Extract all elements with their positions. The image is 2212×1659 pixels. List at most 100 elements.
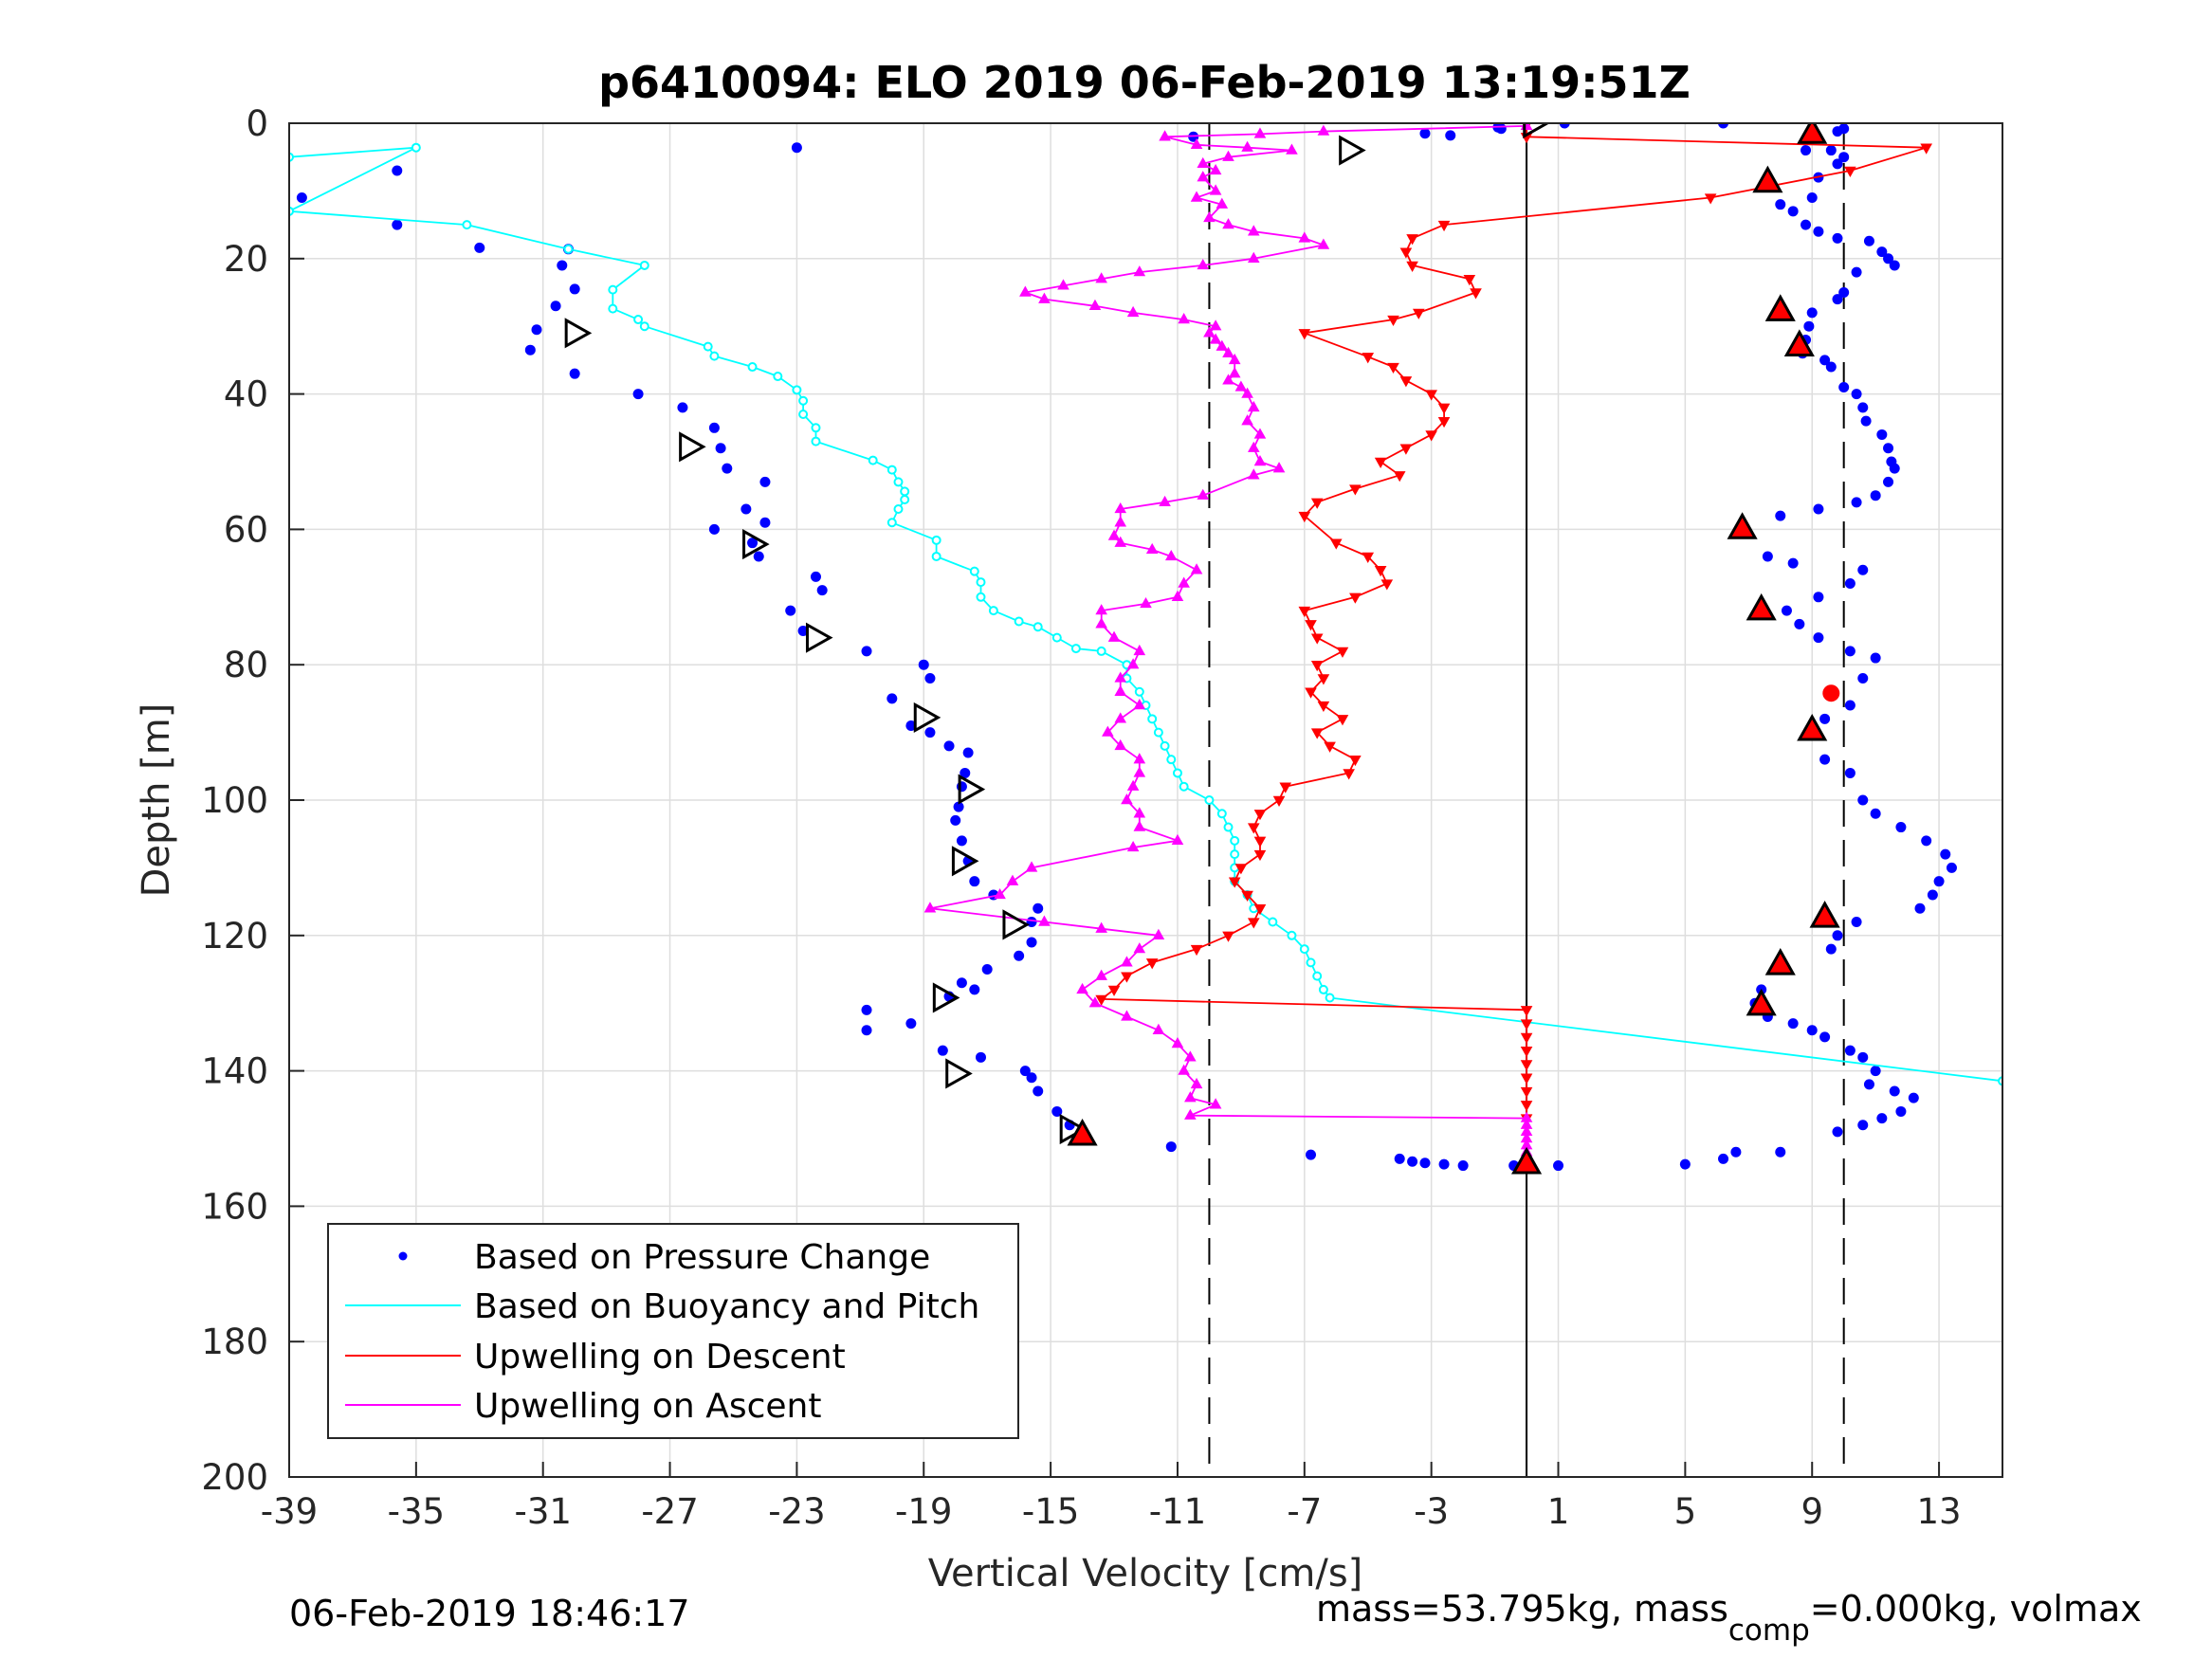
marker-triangle-up (1510, 1146, 1543, 1175)
ascent-upwelling-point (1247, 468, 1260, 480)
y-tick-label: 140 (201, 1051, 268, 1092)
ascent-upwelling-point (1088, 996, 1102, 1008)
marker-triangle-up (1746, 592, 1777, 621)
descent-upwelling-point (1298, 606, 1311, 618)
ascent-upwelling-point (1133, 644, 1146, 656)
descent-upwelling-point (1380, 579, 1394, 591)
ascent-upwelling-point (1126, 305, 1140, 318)
buoyancy-velocity-point (1147, 714, 1158, 724)
ascent-upwelling-point (1184, 1108, 1197, 1120)
x-tick-label: 5 (1674, 1491, 1697, 1532)
pressure-velocity-point (1844, 646, 1856, 657)
ascent-upwelling-point (1317, 124, 1330, 136)
pressure-velocity-point (1819, 1031, 1831, 1043)
ascent-upwelling-point (1203, 326, 1216, 337)
footer-mass-suffix: =0.000kg, volmax (1810, 1588, 2142, 1630)
pressure-velocity-point (1419, 1158, 1431, 1169)
pressure-velocity-point (956, 781, 967, 793)
ascent-upwelling-point (1114, 501, 1127, 514)
pressure-velocity-point (1857, 402, 1869, 413)
buoyancy-velocity-point (1287, 930, 1297, 940)
pressure-velocity-point (569, 368, 580, 379)
pressure-velocity-point (1844, 578, 1856, 590)
descent-upwelling-point (1374, 457, 1387, 468)
descent-upwelling-point (1437, 220, 1451, 232)
pressure-velocity-point (1857, 564, 1869, 575)
pressure-velocity-point (969, 984, 980, 995)
descent-upwelling-point (1520, 1086, 1533, 1099)
y-tick-label: 100 (201, 780, 268, 821)
x-tick-label: -23 (768, 1491, 825, 1532)
legend-label-descent: Upwelling on Descent (474, 1338, 846, 1376)
pressure-velocity-point (1940, 848, 1951, 860)
pressure-velocity-point (1033, 902, 1044, 914)
descent-upwelling-point (1387, 362, 1399, 374)
descent-upwelling-point (1305, 620, 1317, 631)
pressure-velocity-point (918, 659, 929, 670)
pressure-velocity-point (962, 747, 974, 758)
pressure-velocity-point (1806, 307, 1818, 319)
pressure-velocity-point (1832, 126, 1843, 137)
descent-upwelling-point (1336, 647, 1349, 658)
marker-triangle-right (1523, 123, 1550, 139)
pressure-velocity-point (1863, 1079, 1874, 1090)
ascent-upwelling-point (1222, 374, 1234, 385)
descent-upwelling-point (1272, 795, 1286, 807)
pressure-velocity-point (1870, 490, 1881, 501)
data-series (289, 123, 2002, 1175)
descent-upwelling-point (1234, 864, 1248, 875)
ascent-upwelling-point (1114, 536, 1127, 547)
ascent-upwelling-point (1107, 529, 1121, 540)
marker-triangle-up (1764, 948, 1796, 975)
ascent-upwelling-point (1241, 140, 1253, 152)
descent-upwelling-point (1704, 193, 1717, 205)
ascent-upwelling-point (1102, 725, 1114, 737)
ascent-upwelling-point (1216, 339, 1229, 351)
buoyancy-velocity-point (1160, 740, 1170, 751)
ascent-upwelling-point (1114, 738, 1127, 751)
ascent-upwelling-point (1107, 630, 1121, 642)
ascent-upwelling-point (1228, 353, 1241, 365)
buoyancy-velocity-point (988, 606, 998, 616)
y-tick-label: 180 (201, 1322, 268, 1362)
ascent-upwelling-point (1140, 596, 1152, 609)
ascent-upwelling-point (1114, 712, 1127, 723)
ascent-upwelling-point (1520, 1118, 1533, 1129)
marker-triangle-right (958, 774, 986, 805)
legend: Based on Pressure Change Based on Buoyan… (327, 1223, 1019, 1439)
ascent-upwelling-point (1190, 191, 1203, 202)
pressure-velocity-point (1838, 152, 1850, 163)
x-tick-label: 9 (1801, 1491, 1823, 1532)
pressure-velocity-point (1794, 618, 1805, 629)
pressure-velocity-point (722, 463, 733, 474)
descent-upwelling-point (1399, 444, 1413, 455)
pressure-velocity-point (1813, 226, 1824, 237)
ascent-upwelling-point (1203, 210, 1216, 223)
x-tick-label: -7 (1287, 1491, 1322, 1532)
marker-triangle-right (679, 431, 706, 463)
pressure-velocity-point (1857, 672, 1869, 684)
descent-upwelling-point (1247, 918, 1260, 929)
ascent-upwelling-point (1152, 928, 1165, 939)
descent-upwelling-point (1399, 376, 1413, 388)
x-tick-label: -35 (388, 1491, 445, 1532)
pressure-velocity-point (1883, 253, 1894, 264)
pressure-velocity-point (1870, 808, 1881, 819)
pressure-velocity-point (943, 740, 955, 752)
buoyancy-velocity-point (792, 385, 802, 395)
buoyancy-velocity-point (811, 423, 821, 433)
pressure-velocity-point (956, 977, 967, 989)
descent-upwelling-point (1520, 1060, 1533, 1071)
descent-upwelling-point (1406, 234, 1418, 246)
buoyancy-velocity-point (1299, 944, 1309, 955)
buoyancy-velocity-point (1306, 957, 1316, 968)
pressure-velocity-point (1921, 835, 1932, 847)
pressure-velocity-point (1033, 1085, 1044, 1097)
pressure-velocity-point (1838, 287, 1850, 298)
buoyancy-velocity-point (1070, 644, 1081, 654)
ascent-upwelling-point (1095, 921, 1107, 933)
descent-upwelling-point (1317, 674, 1330, 685)
descent-upwelling-point (1343, 769, 1355, 780)
descent-upwelling-point (1336, 715, 1349, 726)
